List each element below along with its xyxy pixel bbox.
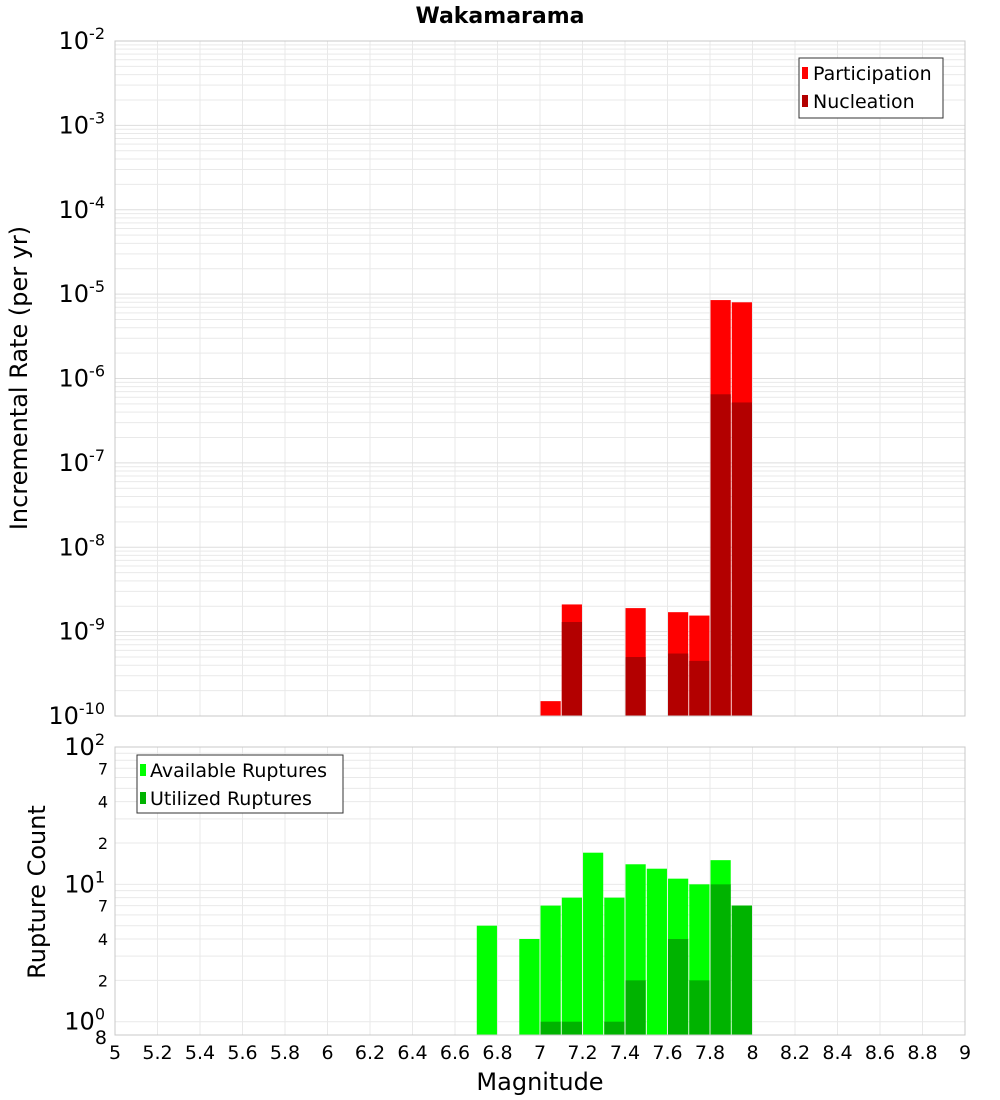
x-tick-label: 7.6 [652, 1042, 682, 1064]
rate-y-tick-labels: 10-2 10-3 10-4 10-5 10-6 10-7 10-8 10-9 10-10 [48, 24, 105, 730]
available-ruptures-bar [540, 905, 561, 1035]
count-y-minor-tick-label: 7 [98, 759, 108, 778]
nucleation-legend-swatch [802, 95, 808, 107]
x-tick-label: 7.4 [610, 1042, 640, 1064]
x-tick-label: 8.2 [780, 1042, 810, 1064]
incremental-rate-panel: 10-2 10-3 10-4 10-5 10-6 10-7 10-8 10-9 10-10 In… [5, 24, 966, 730]
x-tick-label: 7 [534, 1042, 546, 1064]
available-ruptures-bar [561, 897, 582, 1035]
available-ruptures-legend-swatch [140, 764, 146, 776]
utilized-ruptures-bar [668, 939, 689, 1035]
x-tick-label: 5 [109, 1042, 121, 1064]
count-legend: Available Ruptures Utilized Ruptures [136, 754, 344, 814]
count-y-minor-tick-label: 8 [95, 1027, 107, 1049]
x-tick-label: 6 [321, 1042, 333, 1064]
count-y-major-tick-label: 102 [64, 730, 105, 761]
available-ruptures-legend-label: Available Ruptures [150, 760, 327, 782]
utilized-ruptures-bar [710, 884, 731, 1035]
count-y-minor-tick-label: 4 [98, 930, 108, 949]
rate-y-tick-label: 10-9 [59, 615, 106, 646]
rate-grid [114, 41, 966, 717]
participation-bar [540, 701, 561, 716]
nucleation-legend-label: Nucleation [813, 91, 915, 113]
x-tick-label: 8.4 [822, 1042, 852, 1064]
available-ruptures-bar [583, 852, 604, 1035]
rate-y-tick-label: 10-10 [48, 699, 105, 730]
count-y-minor-tick-label: 2 [98, 834, 108, 853]
x-tick-label: 5.2 [142, 1042, 172, 1064]
available-ruptures-bar [476, 925, 497, 1035]
x-tick-label: 8 [746, 1042, 758, 1064]
x-tick-label: 6.6 [440, 1042, 470, 1064]
nucleation-bar [668, 653, 689, 716]
count-y-minor-tick-label: 4 [98, 793, 108, 812]
x-tick-label: 7.2 [567, 1042, 597, 1064]
nucleation-bar [561, 622, 582, 716]
x-tick-label: 8.8 [907, 1042, 937, 1064]
utilized-ruptures-legend-label: Utilized Ruptures [150, 788, 312, 810]
x-tick-label: 5.4 [185, 1042, 215, 1064]
rate-y-tick-label: 10-5 [59, 277, 106, 308]
available-ruptures-bar [519, 939, 540, 1035]
x-tick-label: 9 [959, 1042, 971, 1064]
count-bars [476, 852, 752, 1035]
rate-y-tick-label: 10-8 [59, 530, 106, 561]
nucleation-bar [710, 394, 731, 716]
utilized-ruptures-bar [731, 905, 752, 1035]
rate-y-axis-label: Incremental Rate (per yr) [5, 226, 33, 530]
available-ruptures-bar [604, 897, 625, 1035]
x-tick-label: 6.8 [482, 1042, 512, 1064]
x-tick-label: 6.4 [397, 1042, 427, 1064]
rate-y-tick-label: 10-3 [59, 108, 106, 139]
x-axis-label: Magnitude [476, 1068, 603, 1096]
available-ruptures-bar [646, 868, 667, 1035]
x-tick-label: 8.6 [865, 1042, 895, 1064]
nucleation-bar [731, 402, 752, 716]
x-tick-label: 7.8 [695, 1042, 725, 1064]
utilized-ruptures-bar [561, 1021, 582, 1035]
rate-legend: Participation Nucleation [798, 57, 944, 119]
utilized-ruptures-bar [625, 980, 646, 1035]
x-tick-label: 6.2 [355, 1042, 385, 1064]
rate-bars [540, 300, 752, 716]
rate-y-tick-label: 10-2 [59, 24, 106, 55]
x-tick-label: 5.8 [270, 1042, 300, 1064]
utilized-ruptures-bar [689, 980, 710, 1035]
utilized-ruptures-bar [540, 1021, 561, 1035]
count-y-axis-label: Rupture Count [23, 805, 51, 979]
magnitude-x-tick-labels: 5 5.2 5.4 5.6 5.8 6 6.2 6.4 6.6 6.8 7 7.2 7.4 7.6 7.8 8… [109, 1042, 971, 1064]
participation-legend-swatch [802, 67, 808, 79]
rate-y-tick-label: 10-6 [59, 362, 106, 393]
count-y-minor-tick-label: 2 [98, 971, 108, 990]
rate-plot-frame [114, 40, 966, 717]
rate-y-tick-label: 10-4 [59, 193, 106, 224]
nucleation-bar [689, 660, 710, 716]
utilized-ruptures-bar [604, 1021, 625, 1035]
x-tick-label: 5.6 [227, 1042, 257, 1064]
rate-y-tick-label: 10-7 [59, 446, 106, 477]
rate-legend-box [798, 57, 944, 119]
chart-title: Wakamarama [415, 4, 584, 29]
participation-legend-label: Participation [813, 63, 932, 85]
nucleation-bar [625, 657, 646, 716]
count-y-minor-tick-label: 7 [98, 897, 108, 916]
utilized-ruptures-legend-swatch [140, 792, 146, 804]
count-plot-frame [114, 746, 966, 1036]
count-y-major-tick-label: 101 [64, 867, 105, 898]
count-legend-box [136, 754, 344, 814]
